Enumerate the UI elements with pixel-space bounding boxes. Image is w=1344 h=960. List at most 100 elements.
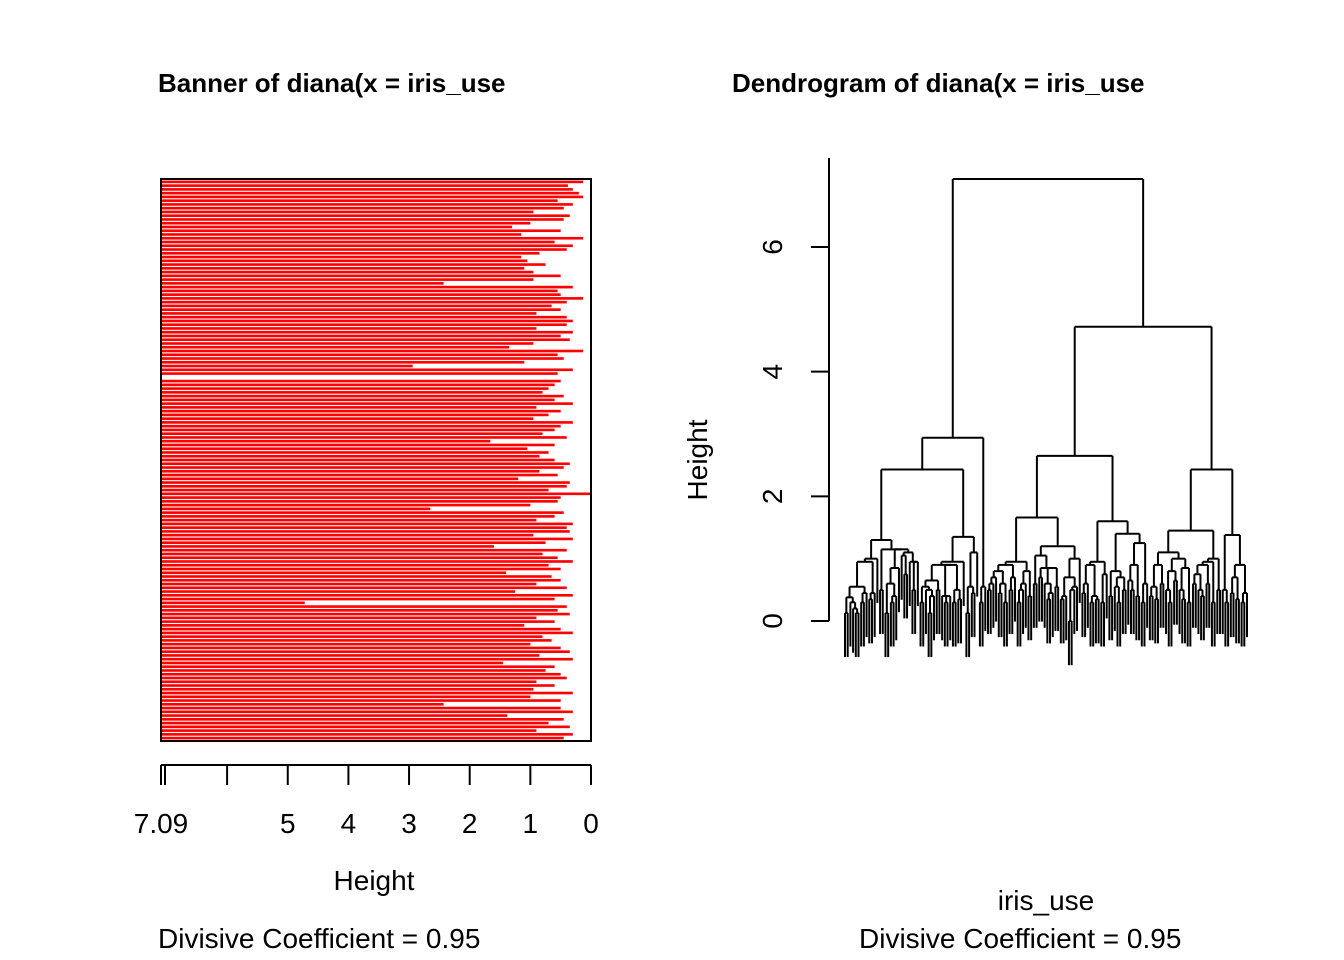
banner-bar	[161, 263, 546, 266]
banner-bar	[161, 406, 537, 409]
banner-x-axis: 7.09 5 4 3 2 1 0	[134, 764, 599, 839]
banner-bar	[161, 687, 534, 691]
banner-bar	[161, 609, 558, 612]
banner-bar	[161, 548, 567, 552]
banner-bars	[161, 180, 591, 740]
banner-bar	[161, 466, 564, 469]
banner-bar	[161, 605, 567, 608]
banner-bar	[161, 721, 549, 725]
banner-bar	[161, 624, 525, 627]
banner-bar	[161, 612, 570, 616]
banner-bar	[161, 409, 561, 413]
banner-bar	[161, 729, 537, 732]
banner-bar	[161, 556, 558, 560]
banner-bar	[161, 492, 591, 496]
banner-bar	[161, 383, 555, 387]
banner-bar	[161, 432, 543, 436]
banner-bar	[161, 515, 555, 518]
banner-bar	[161, 560, 573, 563]
x-tick-label: 5	[280, 808, 296, 839]
banner-bar	[161, 706, 561, 710]
banner-bar	[161, 477, 519, 481]
banner-bar	[161, 714, 508, 717]
banner-bar	[161, 488, 549, 492]
banner-bar	[161, 484, 567, 488]
x-tick-label: 7.09	[134, 808, 189, 839]
banner-bar	[161, 364, 413, 368]
banner-bar	[161, 199, 558, 202]
banner-bar	[161, 236, 584, 240]
dendrogram-tree	[844, 178, 1248, 666]
banner-bar	[161, 533, 534, 537]
banner-bar	[161, 338, 570, 342]
banner-bar	[161, 503, 531, 507]
banner-bar	[161, 436, 567, 439]
banner-bar	[161, 229, 561, 233]
banner-bar	[161, 646, 561, 650]
banner-bar	[161, 481, 570, 484]
banner-bar	[161, 639, 552, 642]
banner-bar	[161, 702, 444, 706]
banner-bar	[161, 289, 558, 293]
banner-bar	[161, 293, 561, 296]
banner-bar	[161, 278, 534, 281]
banner-bar	[161, 379, 561, 383]
banner-bar	[161, 451, 549, 454]
banner-bar	[161, 349, 584, 353]
banner-bar	[161, 567, 561, 571]
x-tick-label: 3	[401, 808, 417, 839]
banner-bar	[161, 327, 537, 330]
banner-bar	[161, 319, 573, 323]
banner-bar	[161, 586, 567, 590]
banner-bar	[161, 251, 540, 255]
banner-bar	[161, 191, 579, 195]
banner-bar	[161, 398, 555, 402]
banner-bar	[161, 259, 528, 263]
banner-xlabel: Height	[334, 865, 415, 896]
banner-bar	[161, 507, 431, 511]
banner-bar	[161, 240, 555, 244]
banner-bar	[161, 447, 528, 451]
banner-bar	[161, 601, 305, 605]
banner-bar	[161, 650, 570, 653]
banner-bar	[161, 522, 573, 526]
banner-bar	[161, 654, 540, 657]
dendrogram-ylabel: Height	[682, 419, 713, 500]
banner-bar	[161, 391, 543, 394]
banner-bar	[161, 582, 537, 586]
dendrogram-y-axis: 0 2 4 6	[757, 158, 830, 629]
banner-bar	[161, 203, 573, 206]
y-tick-label: 2	[757, 489, 788, 505]
banner-bar	[161, 669, 546, 672]
banner-bar	[161, 297, 584, 300]
banner-bar	[161, 184, 568, 187]
banner-bar	[161, 462, 570, 466]
banner-bar	[161, 545, 494, 548]
banner-bar	[161, 315, 567, 319]
banner-bar	[161, 710, 573, 714]
banner-bar	[161, 180, 584, 184]
banner-bar	[161, 210, 534, 214]
banner-bar	[161, 473, 558, 477]
banner-bar	[161, 597, 555, 601]
banner-bar	[161, 353, 558, 357]
banner-bar	[161, 661, 504, 665]
banner-bar	[161, 270, 534, 274]
banner-bar	[161, 680, 537, 684]
banner-title: Banner of diana(x = iris_use	[158, 68, 506, 98]
banner-bar	[161, 274, 561, 278]
banner-bar	[161, 206, 564, 210]
banner-bar	[161, 541, 546, 544]
x-tick-label: 1	[523, 808, 539, 839]
banner-bar	[161, 357, 564, 360]
banner-bar	[161, 439, 491, 443]
banner-bar	[161, 330, 573, 334]
banner-footer: Divisive Coefficient = 0.95	[158, 923, 480, 954]
banner-bar	[161, 631, 573, 635]
banner-bar	[161, 593, 573, 597]
banner-bar	[161, 308, 561, 311]
banner-bar	[161, 443, 555, 447]
banner-bar	[161, 684, 555, 687]
banner-bar	[161, 699, 561, 702]
